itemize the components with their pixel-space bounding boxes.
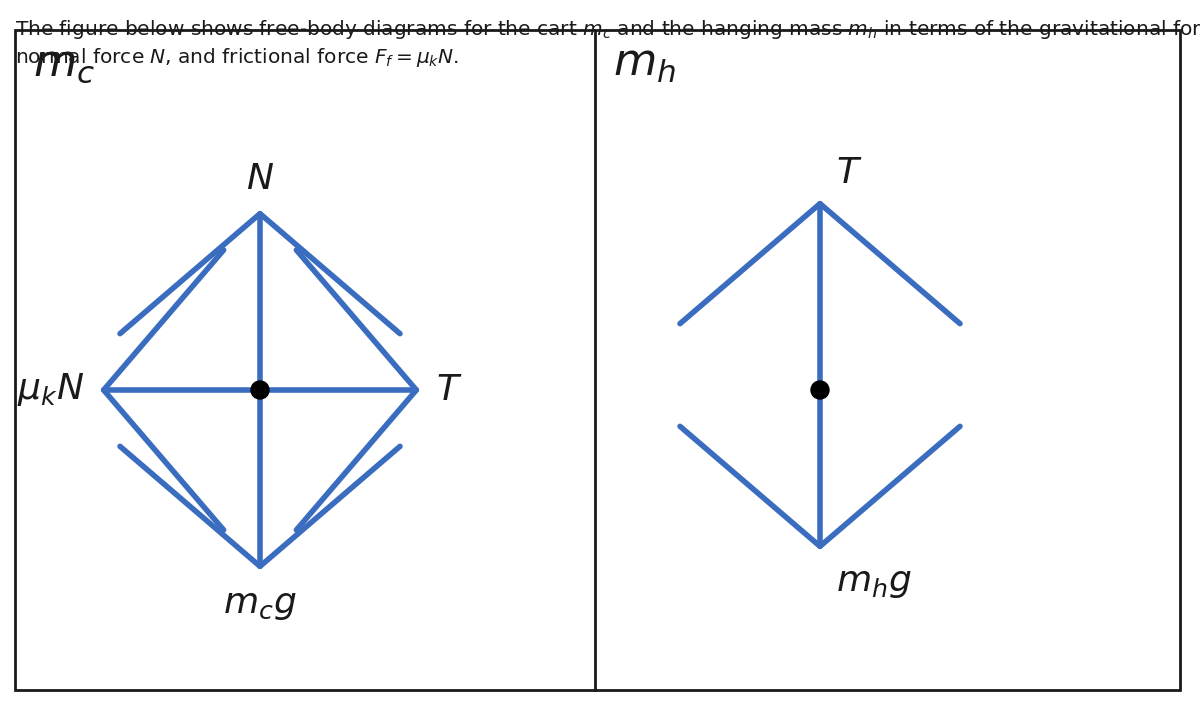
Text: $T$: $T$ — [836, 156, 863, 190]
Text: normal force $N$, and frictional force $F_f = \mu_k N$.: normal force $N$, and frictional force $… — [14, 46, 458, 69]
Text: $N$: $N$ — [246, 162, 274, 196]
Text: $T$: $T$ — [436, 373, 462, 407]
Text: $m_h g$: $m_h g$ — [836, 566, 912, 600]
Text: The figure below shows free-body diagrams for the cart $m_c$ and the hanging mas: The figure below shows free-body diagram… — [14, 18, 1200, 41]
Text: $m_c g$: $m_c g$ — [223, 588, 296, 622]
Text: $m_h$: $m_h$ — [613, 42, 676, 85]
Text: $m_c$: $m_c$ — [34, 42, 95, 85]
Text: $\mu_k N$: $\mu_k N$ — [17, 372, 84, 408]
Circle shape — [811, 381, 829, 399]
Circle shape — [251, 381, 269, 399]
